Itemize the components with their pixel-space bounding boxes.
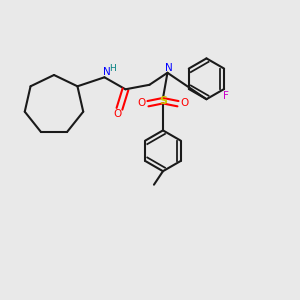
- Text: N: N: [165, 63, 173, 73]
- Text: N: N: [103, 67, 111, 77]
- Text: F: F: [223, 92, 229, 101]
- Text: S: S: [159, 96, 167, 106]
- Text: O: O: [137, 98, 146, 108]
- Text: O: O: [113, 109, 121, 119]
- Text: O: O: [180, 98, 189, 108]
- Text: H: H: [110, 64, 116, 73]
